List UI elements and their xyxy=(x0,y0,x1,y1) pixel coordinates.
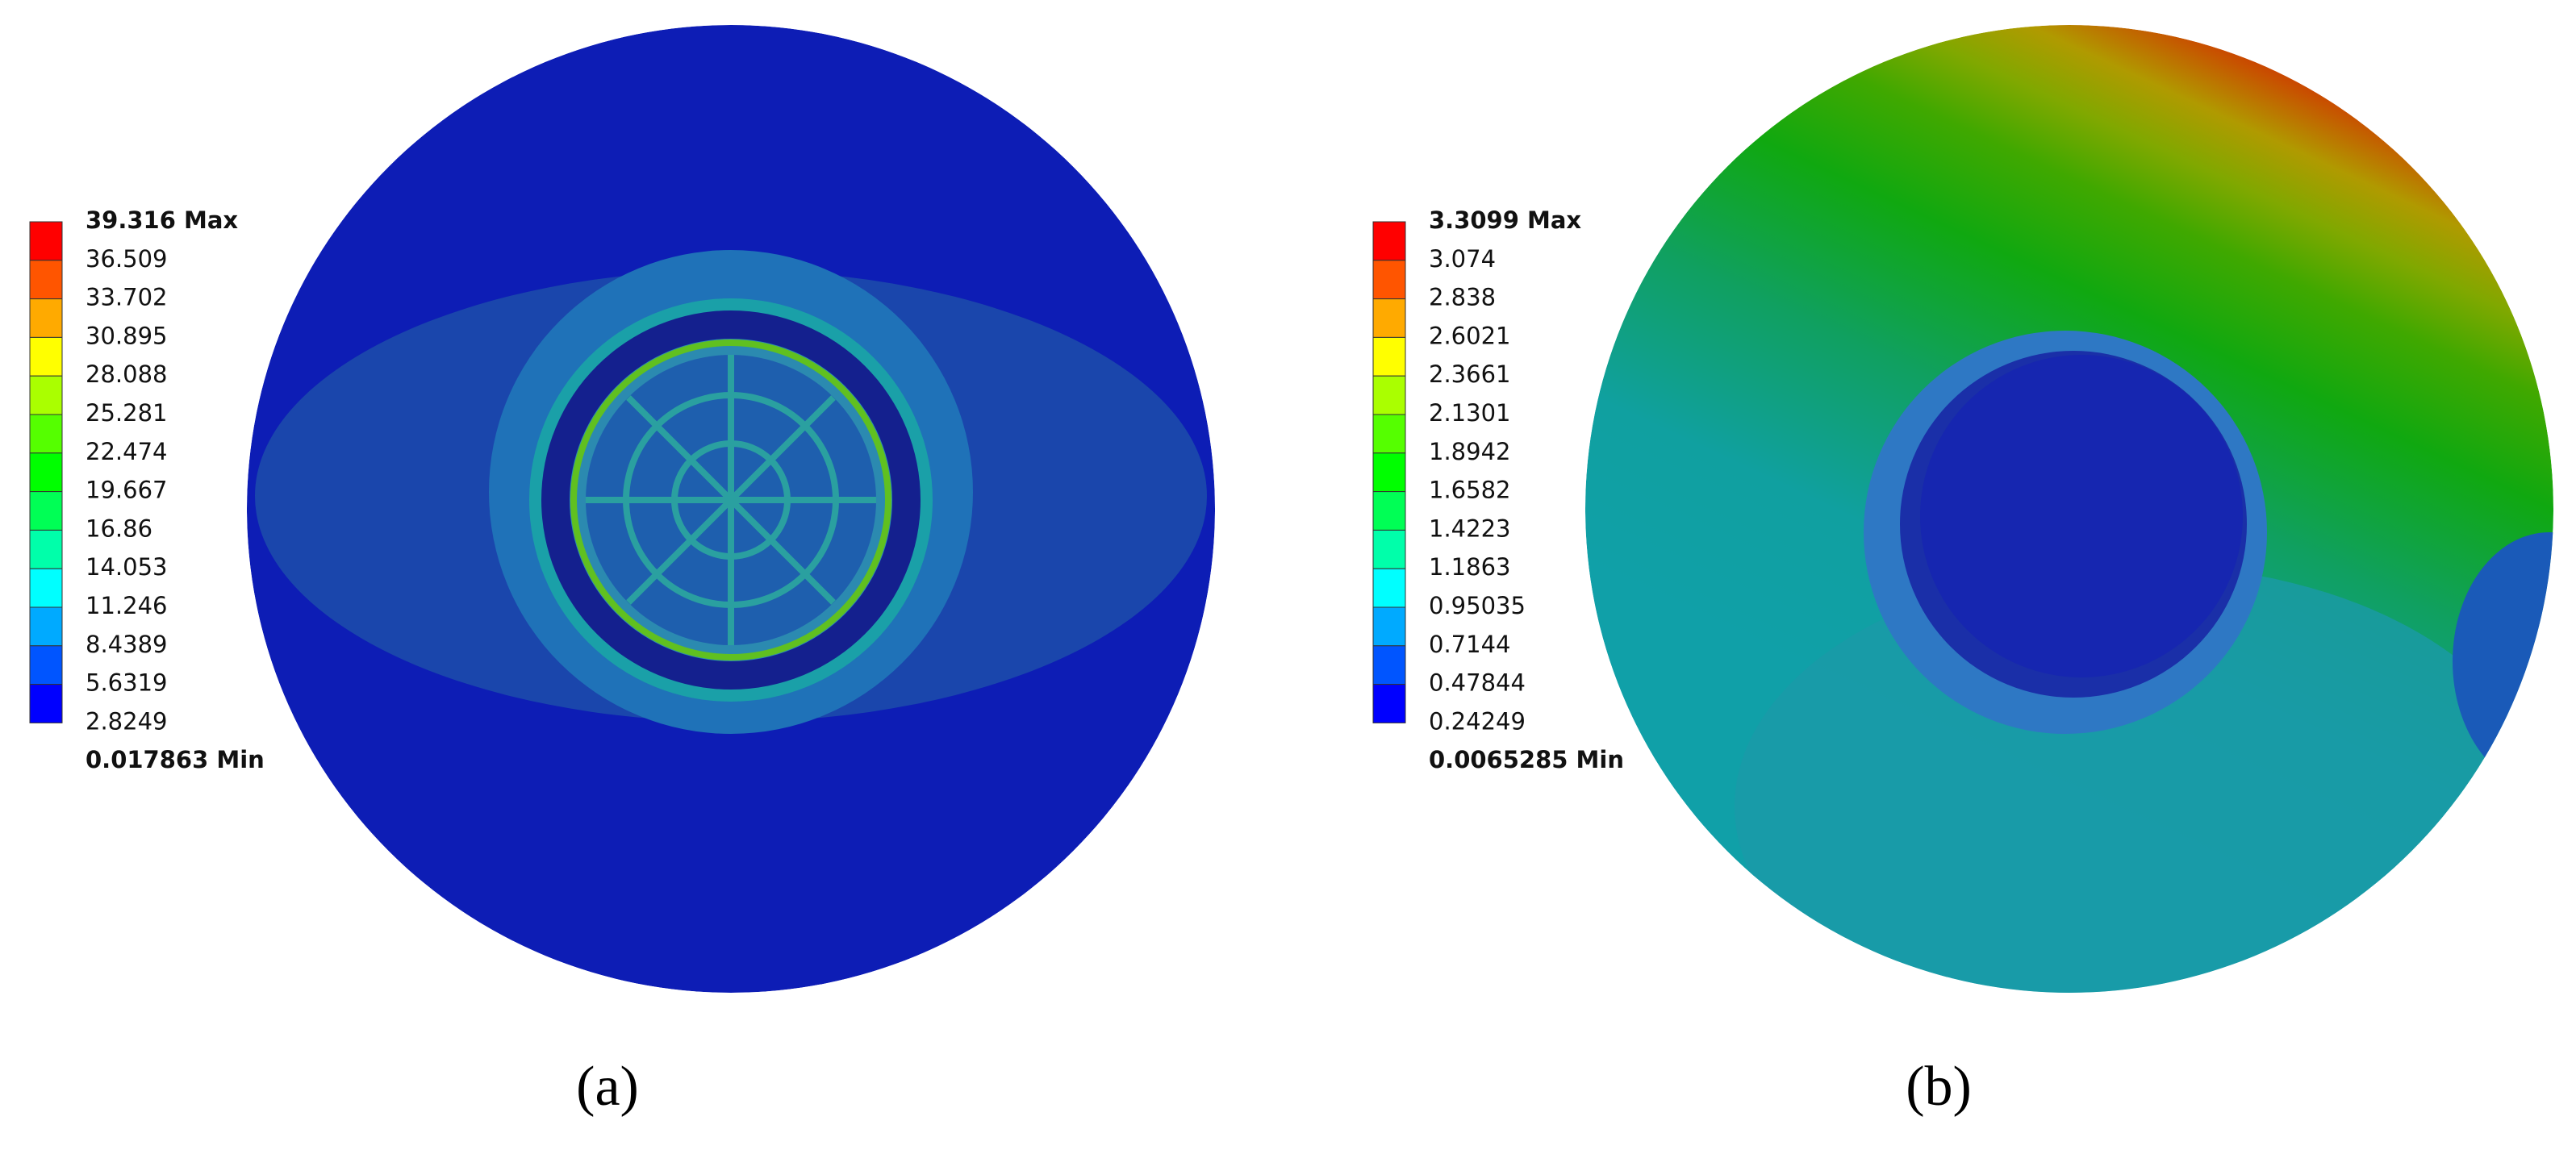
legend-swatch xyxy=(1372,414,1406,454)
legend-swatch xyxy=(29,529,63,569)
legend-swatch xyxy=(1372,336,1406,377)
legend-label: 2.6021 xyxy=(1429,322,1510,349)
legend-label: 2.8249 xyxy=(86,707,167,735)
legend-label: 2.3661 xyxy=(1429,360,1510,388)
legend-swatch xyxy=(29,568,63,608)
legend-swatch xyxy=(29,414,63,454)
legend-swatch xyxy=(29,375,63,415)
legend-label: 16.86 xyxy=(86,515,152,542)
legend-swatch xyxy=(1372,375,1406,415)
legend-swatch xyxy=(1372,606,1406,647)
legend-label: 28.088 xyxy=(86,360,167,388)
legend-swatch xyxy=(29,452,63,493)
legend-swatch xyxy=(1372,529,1406,569)
legend-swatch xyxy=(29,684,63,723)
legend-swatch xyxy=(1372,684,1406,723)
legend-swatch xyxy=(1372,221,1406,261)
legend-label: 0.24249 xyxy=(1429,707,1526,735)
contour-a xyxy=(247,25,1215,993)
legend-swatch xyxy=(29,606,63,647)
legend-swatch xyxy=(29,645,63,685)
legend-swatch xyxy=(1372,452,1406,493)
legend-label: 14.053 xyxy=(86,553,167,581)
legend-swatch xyxy=(29,298,63,338)
legend-label: 0.47844 xyxy=(1429,669,1526,697)
legend-label: 11.246 xyxy=(86,592,167,619)
legend-swatch xyxy=(1372,491,1406,531)
legend-swatch xyxy=(1372,260,1406,300)
legend-swatch xyxy=(29,260,63,300)
legend-label: 0.0065285 Min xyxy=(1429,746,1624,773)
legend-label: 22.474 xyxy=(86,438,167,465)
legend-swatch xyxy=(1372,568,1406,608)
legend-label: 2.1301 xyxy=(1429,399,1510,427)
legend-label: 3.074 xyxy=(1429,245,1496,273)
legend-label: 0.95035 xyxy=(1429,592,1526,619)
legend-swatch xyxy=(29,491,63,531)
legend-label: 0.017863 Min xyxy=(86,746,265,773)
legend-label: 1.1863 xyxy=(1429,553,1510,581)
legend-label: 33.702 xyxy=(86,284,167,311)
legend-swatch xyxy=(29,336,63,377)
legend-label: 30.895 xyxy=(86,322,167,349)
legend-label: 3.3099 Max xyxy=(1429,206,1581,234)
legend-label: 2.838 xyxy=(1429,284,1496,311)
legend-label: 1.8942 xyxy=(1429,438,1510,465)
legend-label: 5.6319 xyxy=(86,669,167,697)
legend-label: 19.667 xyxy=(86,477,167,504)
legend-label: 1.6582 xyxy=(1429,477,1510,504)
legend-swatch xyxy=(29,221,63,261)
legend-label: 25.281 xyxy=(86,399,167,427)
legend-swatch xyxy=(1372,645,1406,685)
legend-label: 8.4389 xyxy=(86,631,167,658)
caption: (a) xyxy=(576,1056,639,1118)
legend-label: 1.4223 xyxy=(1429,515,1510,542)
legend-swatch xyxy=(1372,298,1406,338)
caption: (b) xyxy=(1906,1056,1972,1118)
legend-label: 0.7144 xyxy=(1429,631,1510,658)
contour-b xyxy=(1585,25,2553,993)
legend-label: 39.316 Max xyxy=(86,206,238,234)
legend-label: 36.509 xyxy=(86,245,167,273)
